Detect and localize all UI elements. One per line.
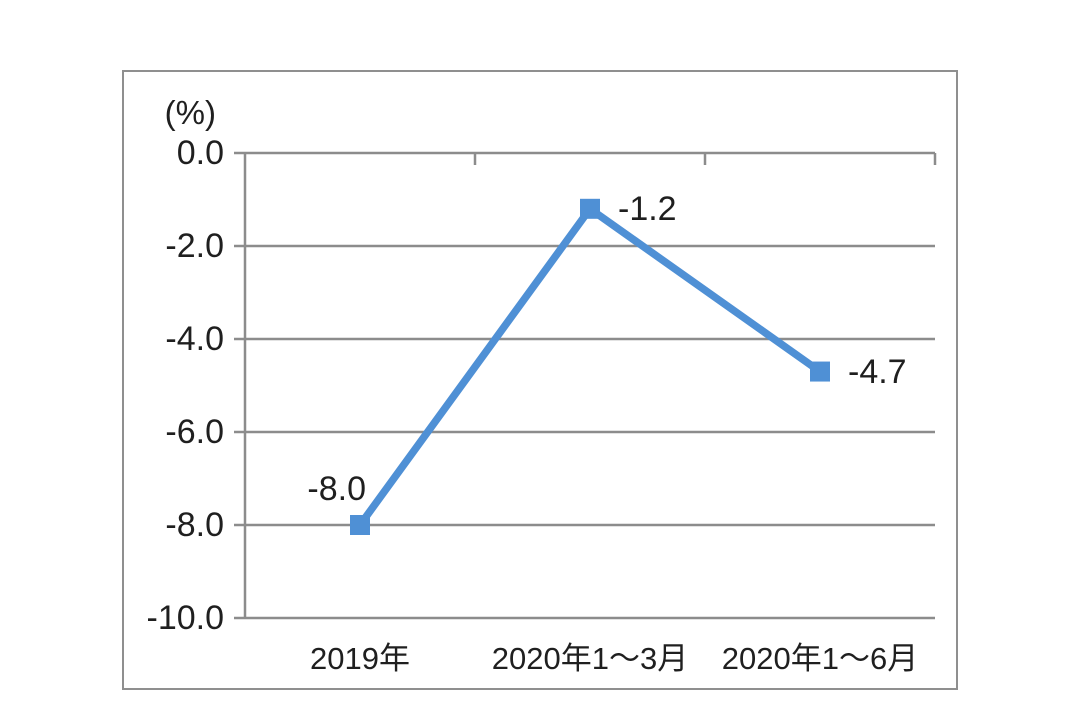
- data-point-marker: [350, 515, 370, 535]
- value-axis-tick-label: -10.0: [146, 599, 225, 637]
- category-axis-label: 2019年: [310, 641, 410, 676]
- value-axis-tick-label: -6.0: [165, 413, 224, 451]
- category-axis-label: 2020年1～3月: [491, 641, 689, 676]
- line-chart-plot-area: [234, 151, 937, 620]
- value-axis-tick-label: -8.0: [165, 506, 224, 544]
- category-axis-label: 2020年1～6月: [721, 641, 919, 676]
- value-axis-tick-label: -4.0: [165, 320, 224, 358]
- data-point-label: -8.0: [307, 470, 366, 508]
- data-point-label: -4.7: [848, 352, 907, 391]
- data-point-label: -1.2: [618, 189, 677, 228]
- value-axis-tick-label: -2.0: [165, 227, 224, 265]
- data-point-marker: [580, 198, 600, 219]
- value-axis-unit-label: (%): [164, 94, 216, 131]
- value-axis-tick-label: 0.0: [176, 134, 224, 172]
- series-line: [356, 203, 823, 528]
- data-point-marker: [810, 361, 830, 382]
- chart-frame: (%) 0.0 -2.0 -4.0 -6.0 -8.0 -10.0 2019年 2020年1…: [122, 70, 958, 690]
